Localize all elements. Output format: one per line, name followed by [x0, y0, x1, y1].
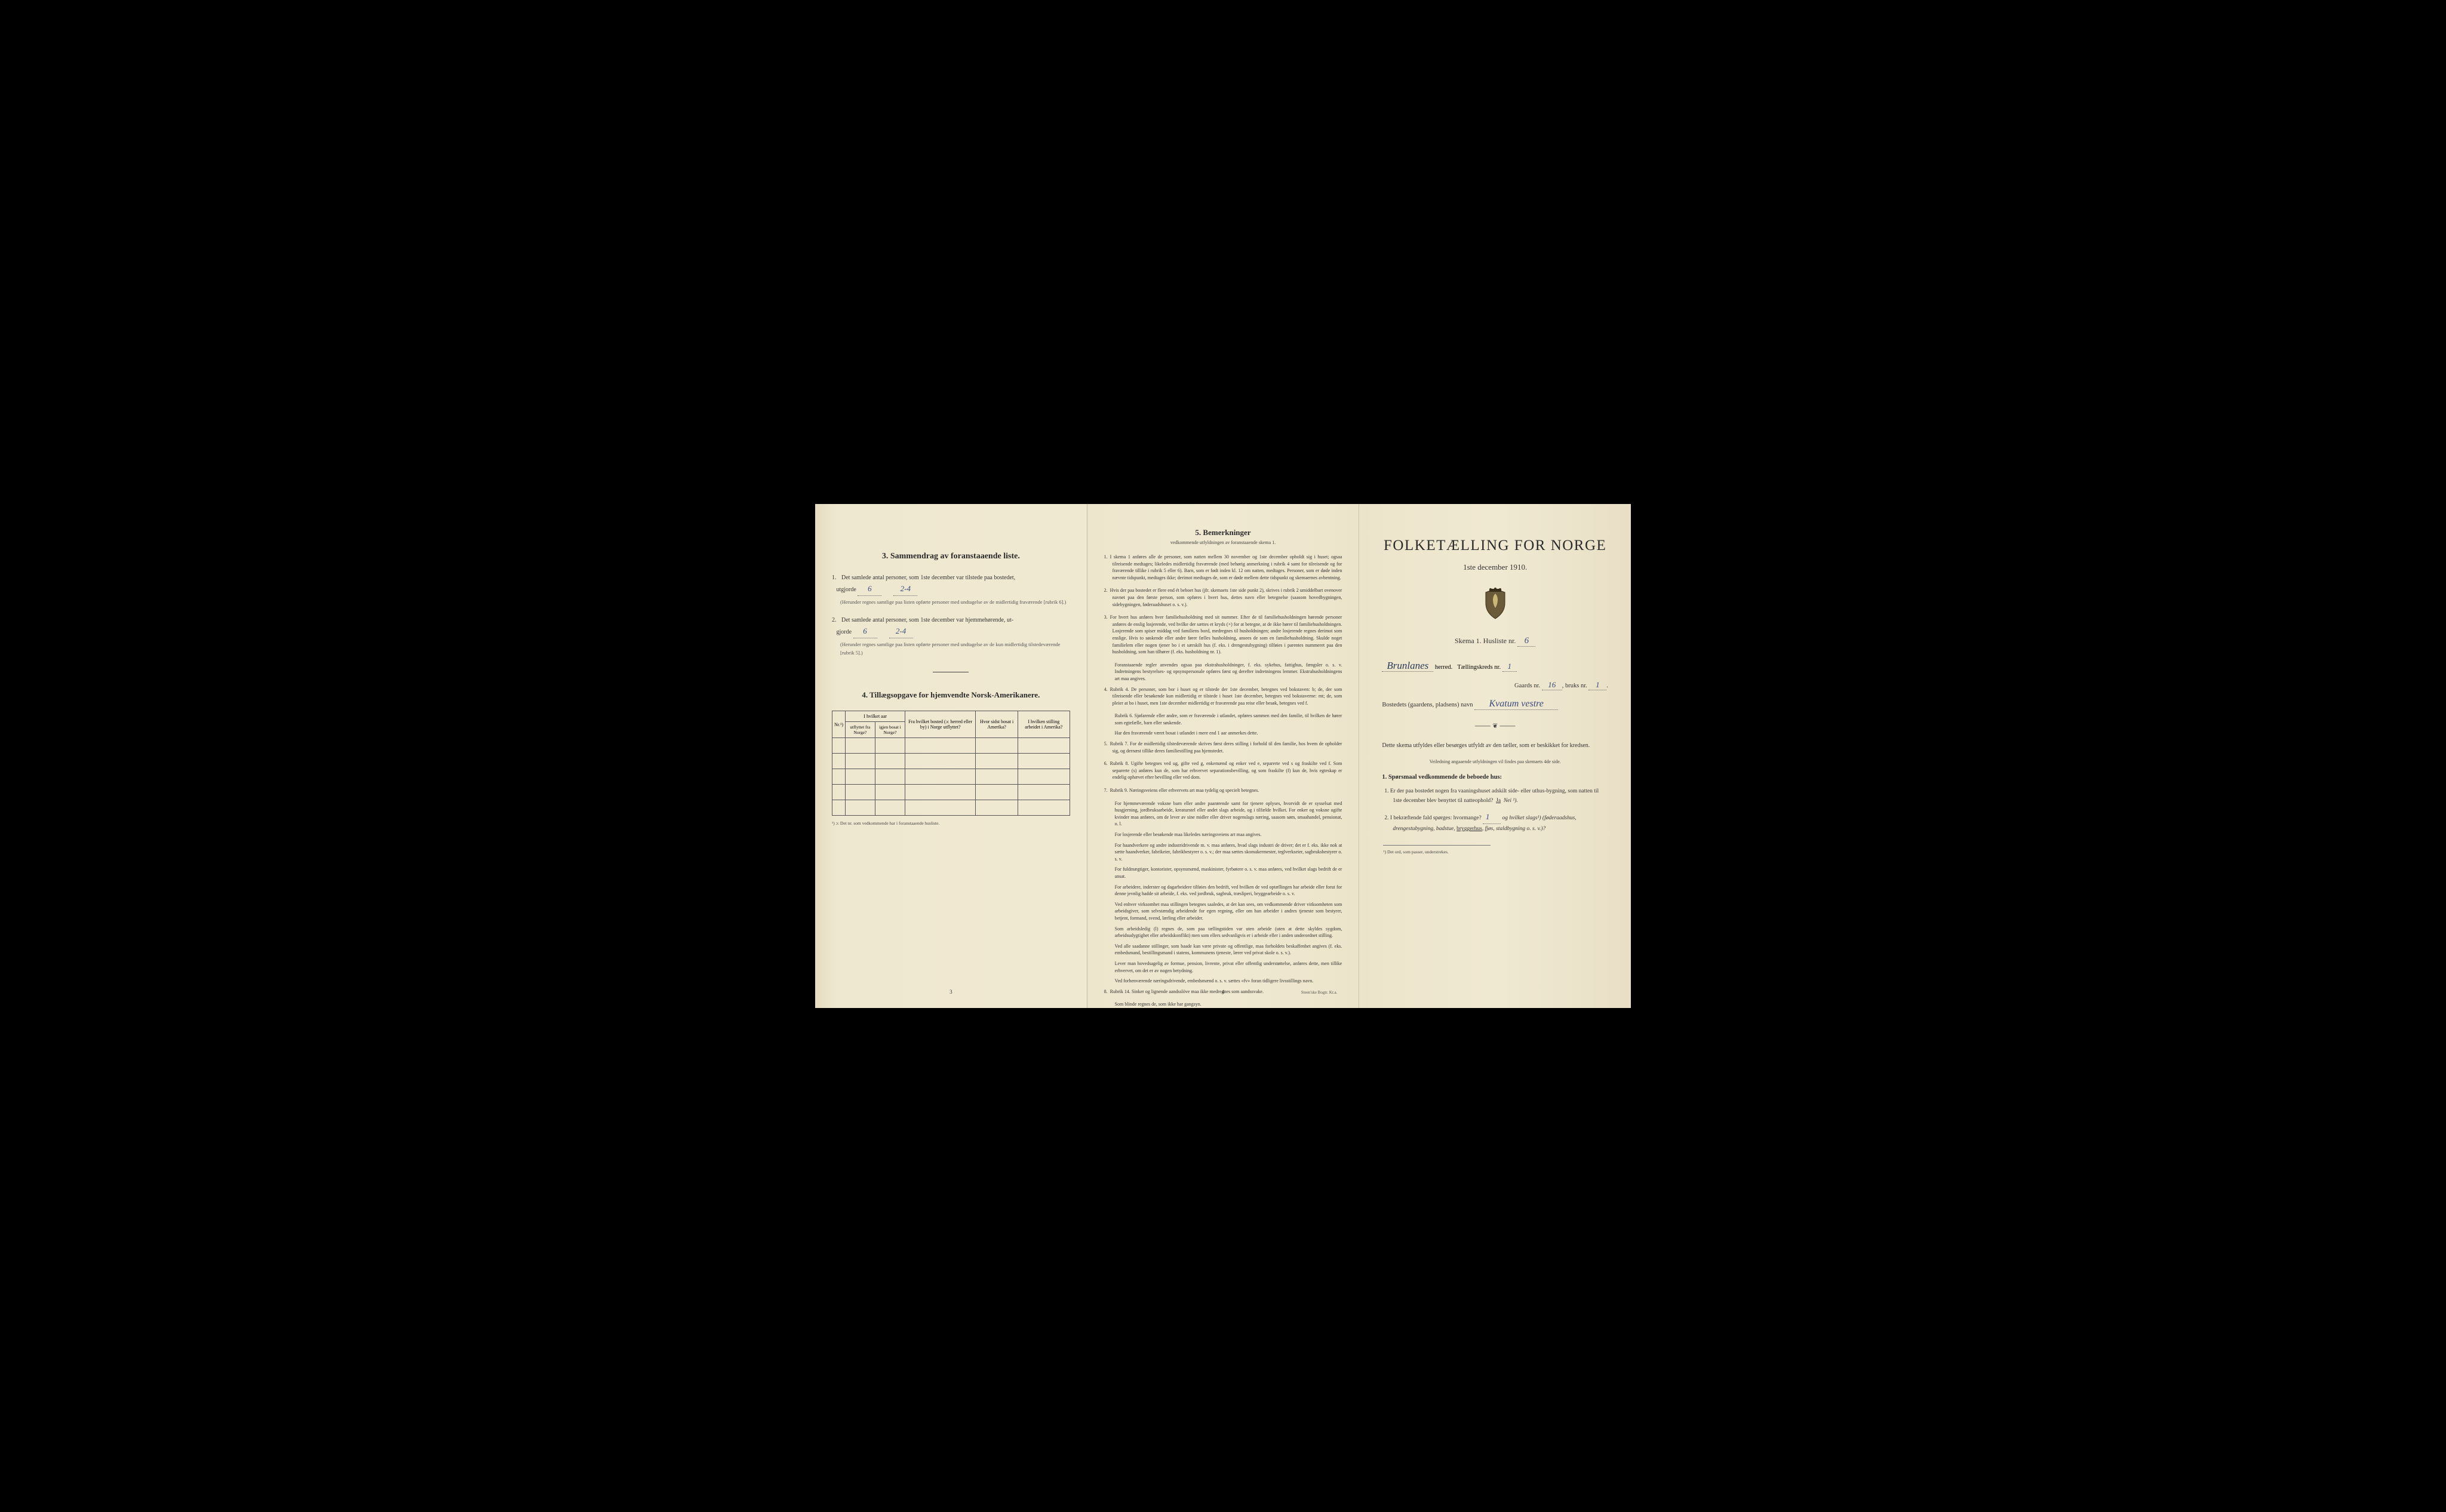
printer-mark: Steen'ske Bogtr. Kr.a. [1301, 990, 1338, 995]
bosted-value: Kvatum vestre [1474, 699, 1558, 710]
sp1-text: 1. Er der paa bostedet nogen fra vaaning… [1384, 788, 1599, 804]
item2-value: 6 [853, 625, 877, 638]
table-body [832, 738, 1070, 816]
sp2-a: 2. I bekræftende fald spørges: hvormange… [1384, 815, 1481, 821]
table-row [832, 738, 1070, 754]
remark-item: Som blinde regnes de, som ikke har gangs… [1104, 1001, 1342, 1008]
sp-title: 1. Spørsmaal vedkommende de beboede hus: [1382, 774, 1608, 780]
item1-value2: 2-4 [893, 583, 917, 596]
section4-title: 4. Tillægsopgave for hjemvendte Norsk-Am… [832, 690, 1070, 700]
bosted-label: Bostedets (gaardens, pladsens) navn [1382, 702, 1473, 708]
ornament-icon: ⸻ ❦ ⸻ [1376, 721, 1614, 730]
right-footnote: ¹) Det ord, som passer, understrekes. [1383, 845, 1491, 855]
section5-sub: vedkommende utfyldningen av foranstaaend… [1104, 540, 1342, 545]
remark-item: 4.Rubrik 4. De personer, som bor i huset… [1104, 686, 1342, 707]
item2-label: gjorde [837, 629, 852, 635]
remark-item: Har den fraværende været bosat i utlande… [1104, 730, 1342, 737]
remark-item: 3.For hvert hus anføres hver familiehush… [1104, 614, 1342, 656]
gaards-value: 16 [1542, 680, 1562, 690]
remark-item: Som arbeidsledig (l) regnes de, som paa … [1104, 926, 1342, 939]
item1-sub: (Herunder regnes samtlige paa listen opf… [840, 598, 1070, 607]
table-row [832, 785, 1070, 800]
section5-title: 5. Bemerkninger [1104, 528, 1342, 537]
remark-item: 2.Hvis der paa bostedet er flere end ét … [1104, 587, 1342, 608]
th-bosted: Fra hvilket bosted (ɔ: herred eller by) … [905, 711, 976, 738]
remark-item: Ved enhver virksomhet maa stillingen bet… [1104, 901, 1342, 922]
page-3: 3. Sammendrag av foranstaaende liste. 1.… [815, 504, 1087, 1008]
item2-sub: (Herunder regnes samtlige paa listen opf… [840, 641, 1070, 657]
item1-label: utgjorde [837, 586, 856, 593]
sp2-value: 1 [1483, 810, 1501, 824]
remark-item: 5.Rubrik 7. For de midlertidig tilstedev… [1104, 740, 1342, 754]
sp1-nei: Nei ¹). [1504, 798, 1518, 804]
tillaeg-table: Nr.¹) I hvilket aar Fra hvilket bosted (… [832, 711, 1070, 816]
date: 1ste december 1910. [1376, 563, 1614, 572]
bruks-label: bruks nr. [1565, 683, 1587, 689]
th-nr: Nr.¹) [832, 711, 846, 738]
page-number: 4 [1222, 989, 1225, 995]
th-utflyttet: utflyttet fra Norge? [846, 722, 875, 738]
veil-text: Veiledning angaaende utfyldningen vil fi… [1376, 759, 1614, 764]
sp-item-2: 2. I bekræftende fald spørges: hvormange… [1393, 810, 1608, 834]
page-1-cover: FOLKETÆLLING FOR NORGE 1ste december 191… [1359, 504, 1631, 1008]
gaards-line: Gaards nr. 16, bruks nr. 1. [1376, 680, 1614, 690]
footnote: ¹) ɔ: Det nr. som vedkommende har i fora… [832, 820, 1070, 826]
skema-label: Skema 1. Husliste nr. [1455, 637, 1516, 645]
remark-item: For hjemmeværende voksne barn eller andr… [1104, 800, 1342, 828]
item1-value: 6 [858, 583, 881, 596]
th-amerika: Hvor sidst bosat i Amerika? [976, 711, 1018, 738]
item-num: 2. [832, 617, 837, 623]
remarks-list: 1.I skema 1 anføres alle de personer, so… [1104, 554, 1342, 1008]
sp2-c: , fjøs, staldbygning o. s. v.)? [1482, 826, 1545, 832]
remark-item: 6.Rubrik 8. Ugifte betegnes ved ug, gift… [1104, 760, 1342, 781]
table-row [832, 754, 1070, 769]
remark-item: Rubrik 6. Sjøfarende eller andre, som er… [1104, 712, 1342, 726]
skema-value: 6 [1517, 636, 1535, 647]
body-text: Dette skema utfyldes eller besørges utfy… [1382, 741, 1608, 751]
remark-item: For haandverkere og andre industridriven… [1104, 842, 1342, 863]
page-4: 5. Bemerkninger vedkommende utfyldningen… [1087, 504, 1360, 1008]
page-number: 3 [949, 989, 952, 995]
item-1: 1. Det samlede antal personer, som 1ste … [832, 573, 1070, 606]
census-document: 3. Sammendrag av foranstaaende liste. 1.… [815, 504, 1631, 1008]
table-row [832, 800, 1070, 816]
gaards-label: Gaards nr. [1514, 683, 1540, 689]
kreds-label: Tællingskreds nr. [1457, 664, 1501, 671]
section3-title: 3. Sammendrag av foranstaaende liste. [832, 552, 1070, 561]
remark-item: For losjerende eller besøkende maa likel… [1104, 831, 1342, 838]
table-row [832, 769, 1070, 785]
th-stilling: I hvilken stilling arbeidet i Amerika? [1018, 711, 1070, 738]
sp2-bryg: bryggerhus [1456, 826, 1482, 832]
th-aar: I hvilket aar [846, 711, 905, 722]
bruks-value: 1 [1588, 680, 1606, 690]
th-igjen: igjen bosat i Norge? [875, 722, 905, 738]
sp-item-1: 1. Er der paa bostedet nogen fra vaaning… [1393, 786, 1608, 806]
bosted-line: Bostedets (gaardens, pladsens) navn Kvat… [1376, 699, 1614, 710]
main-title: FOLKETÆLLING FOR NORGE [1376, 537, 1614, 554]
remark-item: Ved alle saadanne stillinger, som baade … [1104, 943, 1342, 957]
remark-item: Ved forhenværende næringsdrivende, embed… [1104, 978, 1342, 985]
item-num: 1. [832, 574, 837, 581]
remark-item: 1.I skema 1 anføres alle de personer, so… [1104, 554, 1342, 581]
kreds-value: 1 [1502, 662, 1517, 672]
remark-item: Foranstaaende regler anvendes ogsaa paa … [1104, 662, 1342, 683]
item-2: 2. Det samlede antal personer, som 1ste … [832, 616, 1070, 657]
herred-value: Brunlanes [1382, 660, 1433, 672]
skema-line: Skema 1. Husliste nr. 6 [1376, 636, 1614, 647]
herred-line: Brunlanes herred. Tællingskreds nr. 1 [1376, 660, 1614, 672]
item2-value2: 2-4 [889, 625, 913, 638]
remark-item: For arbeidere, inderster og dagarbeidere… [1104, 884, 1342, 898]
remark-item: Lever man hovedsagelig av formue, pensio… [1104, 960, 1342, 974]
coat-of-arms-icon [1376, 588, 1614, 623]
item1-text: Det samlede antal personer, som 1ste dec… [841, 574, 1015, 581]
sp1-ja: Ja [1496, 798, 1501, 804]
item2-text: Det samlede antal personer, som 1ste dec… [841, 617, 1013, 623]
remark-item: 7.Rubrik 9. Næringsveiens eller erhverve… [1104, 787, 1342, 794]
remark-item: For fuldmægtiger, kontorister, opsynsmæn… [1104, 866, 1342, 880]
herred-label: herred. [1435, 664, 1452, 671]
